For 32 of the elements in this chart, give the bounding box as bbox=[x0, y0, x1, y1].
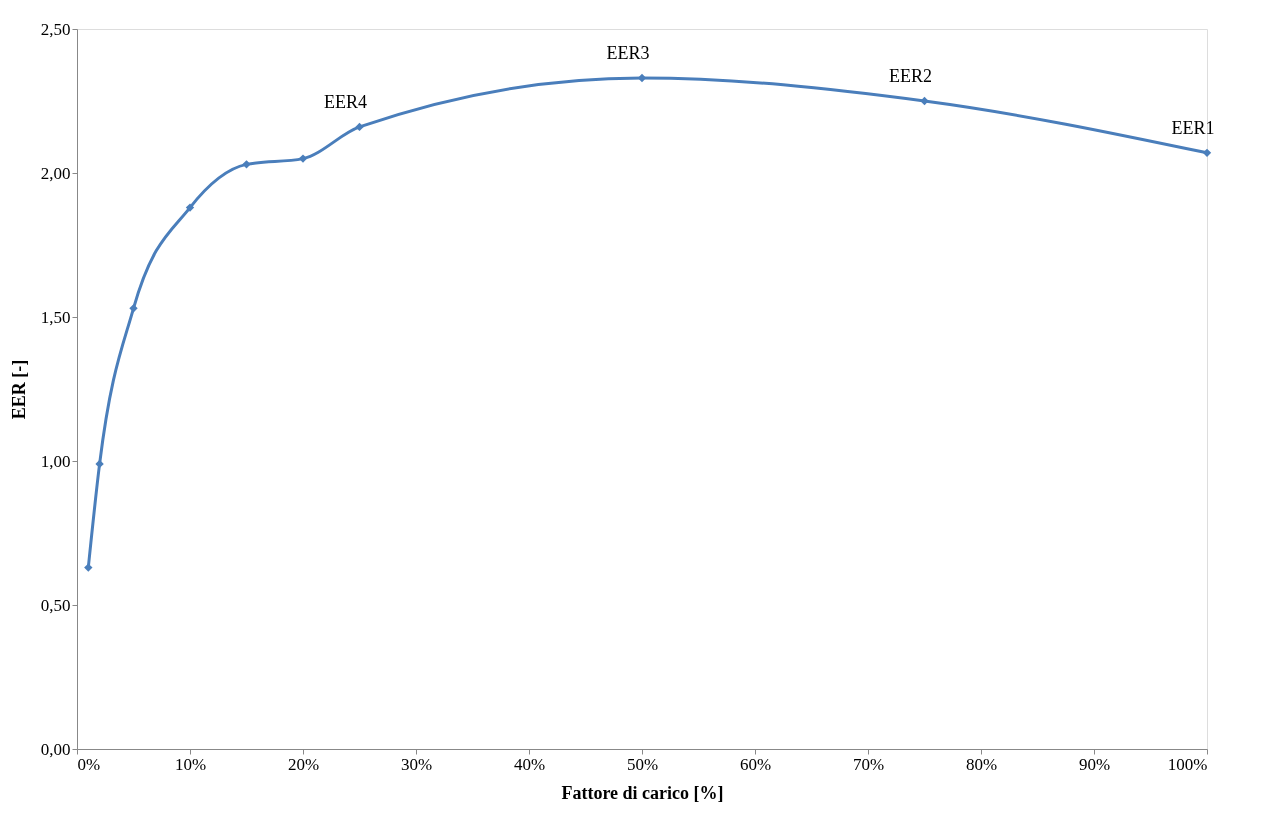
annotation: EER1 bbox=[1171, 117, 1215, 138]
point bbox=[129, 304, 138, 313]
y-tick-label: 1,50 bbox=[40, 307, 71, 327]
x-tick-label: 30% bbox=[400, 754, 433, 774]
x-axis-title: Fattore di carico [%] bbox=[561, 782, 724, 803]
annotation: EER4 bbox=[324, 91, 367, 112]
point bbox=[95, 459, 104, 469]
x-tick-label: 50% bbox=[626, 754, 659, 774]
annotation: EER2 bbox=[889, 66, 932, 86]
point bbox=[185, 203, 195, 212]
x-tick-label: 0% bbox=[77, 754, 101, 774]
y-tick-label: 0,00 bbox=[40, 739, 71, 759]
x-tick-label: 100% bbox=[1167, 754, 1208, 774]
point bbox=[298, 154, 308, 163]
y-tick-label: 0,50 bbox=[40, 595, 71, 615]
x-tick-label: 40% bbox=[513, 754, 546, 774]
y-axis-title: EER [-] bbox=[8, 359, 29, 420]
annotation: EER3 bbox=[606, 42, 650, 63]
point bbox=[84, 563, 93, 572]
x-tick-label: 60% bbox=[739, 754, 772, 774]
point bbox=[1202, 148, 1212, 158]
point bbox=[920, 96, 929, 106]
y-tick-label: 1,00 bbox=[40, 451, 71, 471]
x-tick-label: 80% bbox=[965, 754, 998, 774]
x-tick-label: 70% bbox=[852, 754, 885, 774]
x-tick-label: 20% bbox=[287, 754, 320, 774]
point bbox=[355, 122, 364, 132]
y-tick-label: 2,50 bbox=[40, 19, 71, 39]
x-tick-label: 90% bbox=[1078, 754, 1111, 774]
x-tick-label: 10% bbox=[174, 754, 207, 774]
point bbox=[242, 160, 251, 169]
y-tick-label: 2,00 bbox=[40, 163, 71, 183]
